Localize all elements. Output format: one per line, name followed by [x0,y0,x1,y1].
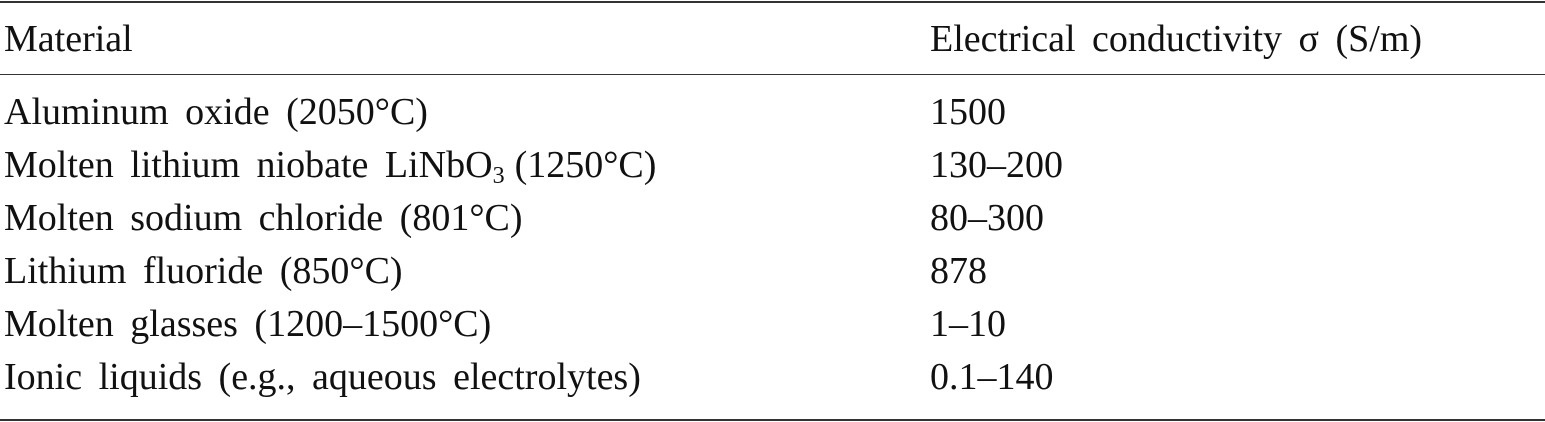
material-cell: Lithium fluoride (850°C) [4,249,403,293]
material-cell: Molten glasses (1200–1500°C) [4,302,491,346]
subscript: 3 [492,163,505,189]
material-cell: Molten sodium chloride (801°C) [4,196,523,240]
material-text: (1250°C) [514,144,657,186]
top-rule [0,1,1545,3]
bottom-rule [0,419,1545,421]
header-rule [0,74,1545,75]
material-text: Ionic liquids (e.g., aqueous electrolyte… [4,356,641,398]
material-text: Lithium fluoride (850°C) [4,250,403,292]
material-cell: Molten lithium niobate LiNbO3 (1250°C) [4,143,657,189]
header-cell: Material [4,18,133,60]
material-cell: Aluminum oxide (2050°C) [4,90,428,134]
material-text: Aluminum oxide (2050°C) [4,91,428,133]
conductivity-cell: 878 [930,250,987,292]
conductivity-cell: 0.1–140 [930,356,1054,398]
material-cell: Ionic liquids (e.g., aqueous electrolyte… [4,355,641,399]
conductivity-cell: 1500 [930,91,1006,133]
material-text: Molten lithium niobate LiNbO [4,144,493,186]
conductivity-cell: 1–10 [930,303,1006,345]
material-text: Molten glasses (1200–1500°C) [4,303,492,345]
material-text: Molten sodium chloride (801°C) [4,197,523,239]
conductivity-cell: 130–200 [930,144,1063,186]
conductivity-cell: 80–300 [930,197,1044,239]
header-cell: Electrical conductivity σ (S/m) [930,18,1423,60]
